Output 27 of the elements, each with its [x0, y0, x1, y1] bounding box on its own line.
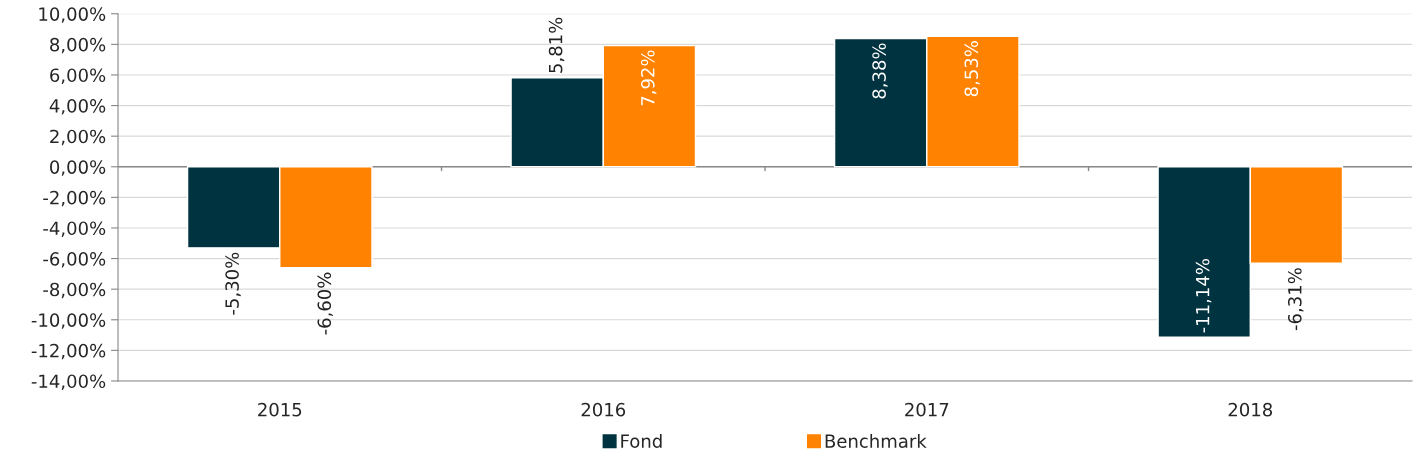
- legend-label: Benchmark: [825, 433, 927, 448]
- y-tick-label: -4,00%: [43, 221, 106, 237]
- y-tick-label: -6,00%: [43, 252, 106, 268]
- y-tick-label: -2,00%: [43, 190, 106, 207]
- y-tick-label: 0,00%: [50, 160, 106, 176]
- data-label: 8,53%: [964, 41, 980, 97]
- data-label: 7,92%: [640, 50, 657, 106]
- data-label: -11,14%: [1195, 259, 1212, 333]
- y-tick-label: -8,00%: [43, 282, 106, 299]
- y-tick-label: 10,00%: [39, 7, 106, 23]
- x-tick-label: 2016: [581, 402, 626, 417]
- y-tick-label: -10,00%: [31, 313, 106, 329]
- x-tick-label: 2018: [1228, 402, 1273, 417]
- y-tick-label: -12,00%: [31, 343, 106, 360]
- x-tick-label: 2017: [905, 402, 949, 417]
- data-label: -6,31%: [1287, 268, 1304, 331]
- y-tick-label: 2,00%: [50, 129, 106, 146]
- y-tick-label: 6,00%: [50, 68, 106, 84]
- data-label: 8,38%: [872, 43, 888, 99]
- legend-label: Fond: [621, 433, 662, 448]
- x-tick-label: 2015: [258, 402, 302, 417]
- y-tick-label: 4,00%: [49, 99, 106, 115]
- data-label: -5,30%: [225, 252, 241, 315]
- data-label: -6,60%: [317, 272, 333, 335]
- y-tick-label: 8,00%: [50, 37, 106, 54]
- y-tick-label: -14,00%: [31, 374, 106, 390]
- data-label: 5,81%: [548, 17, 565, 73]
